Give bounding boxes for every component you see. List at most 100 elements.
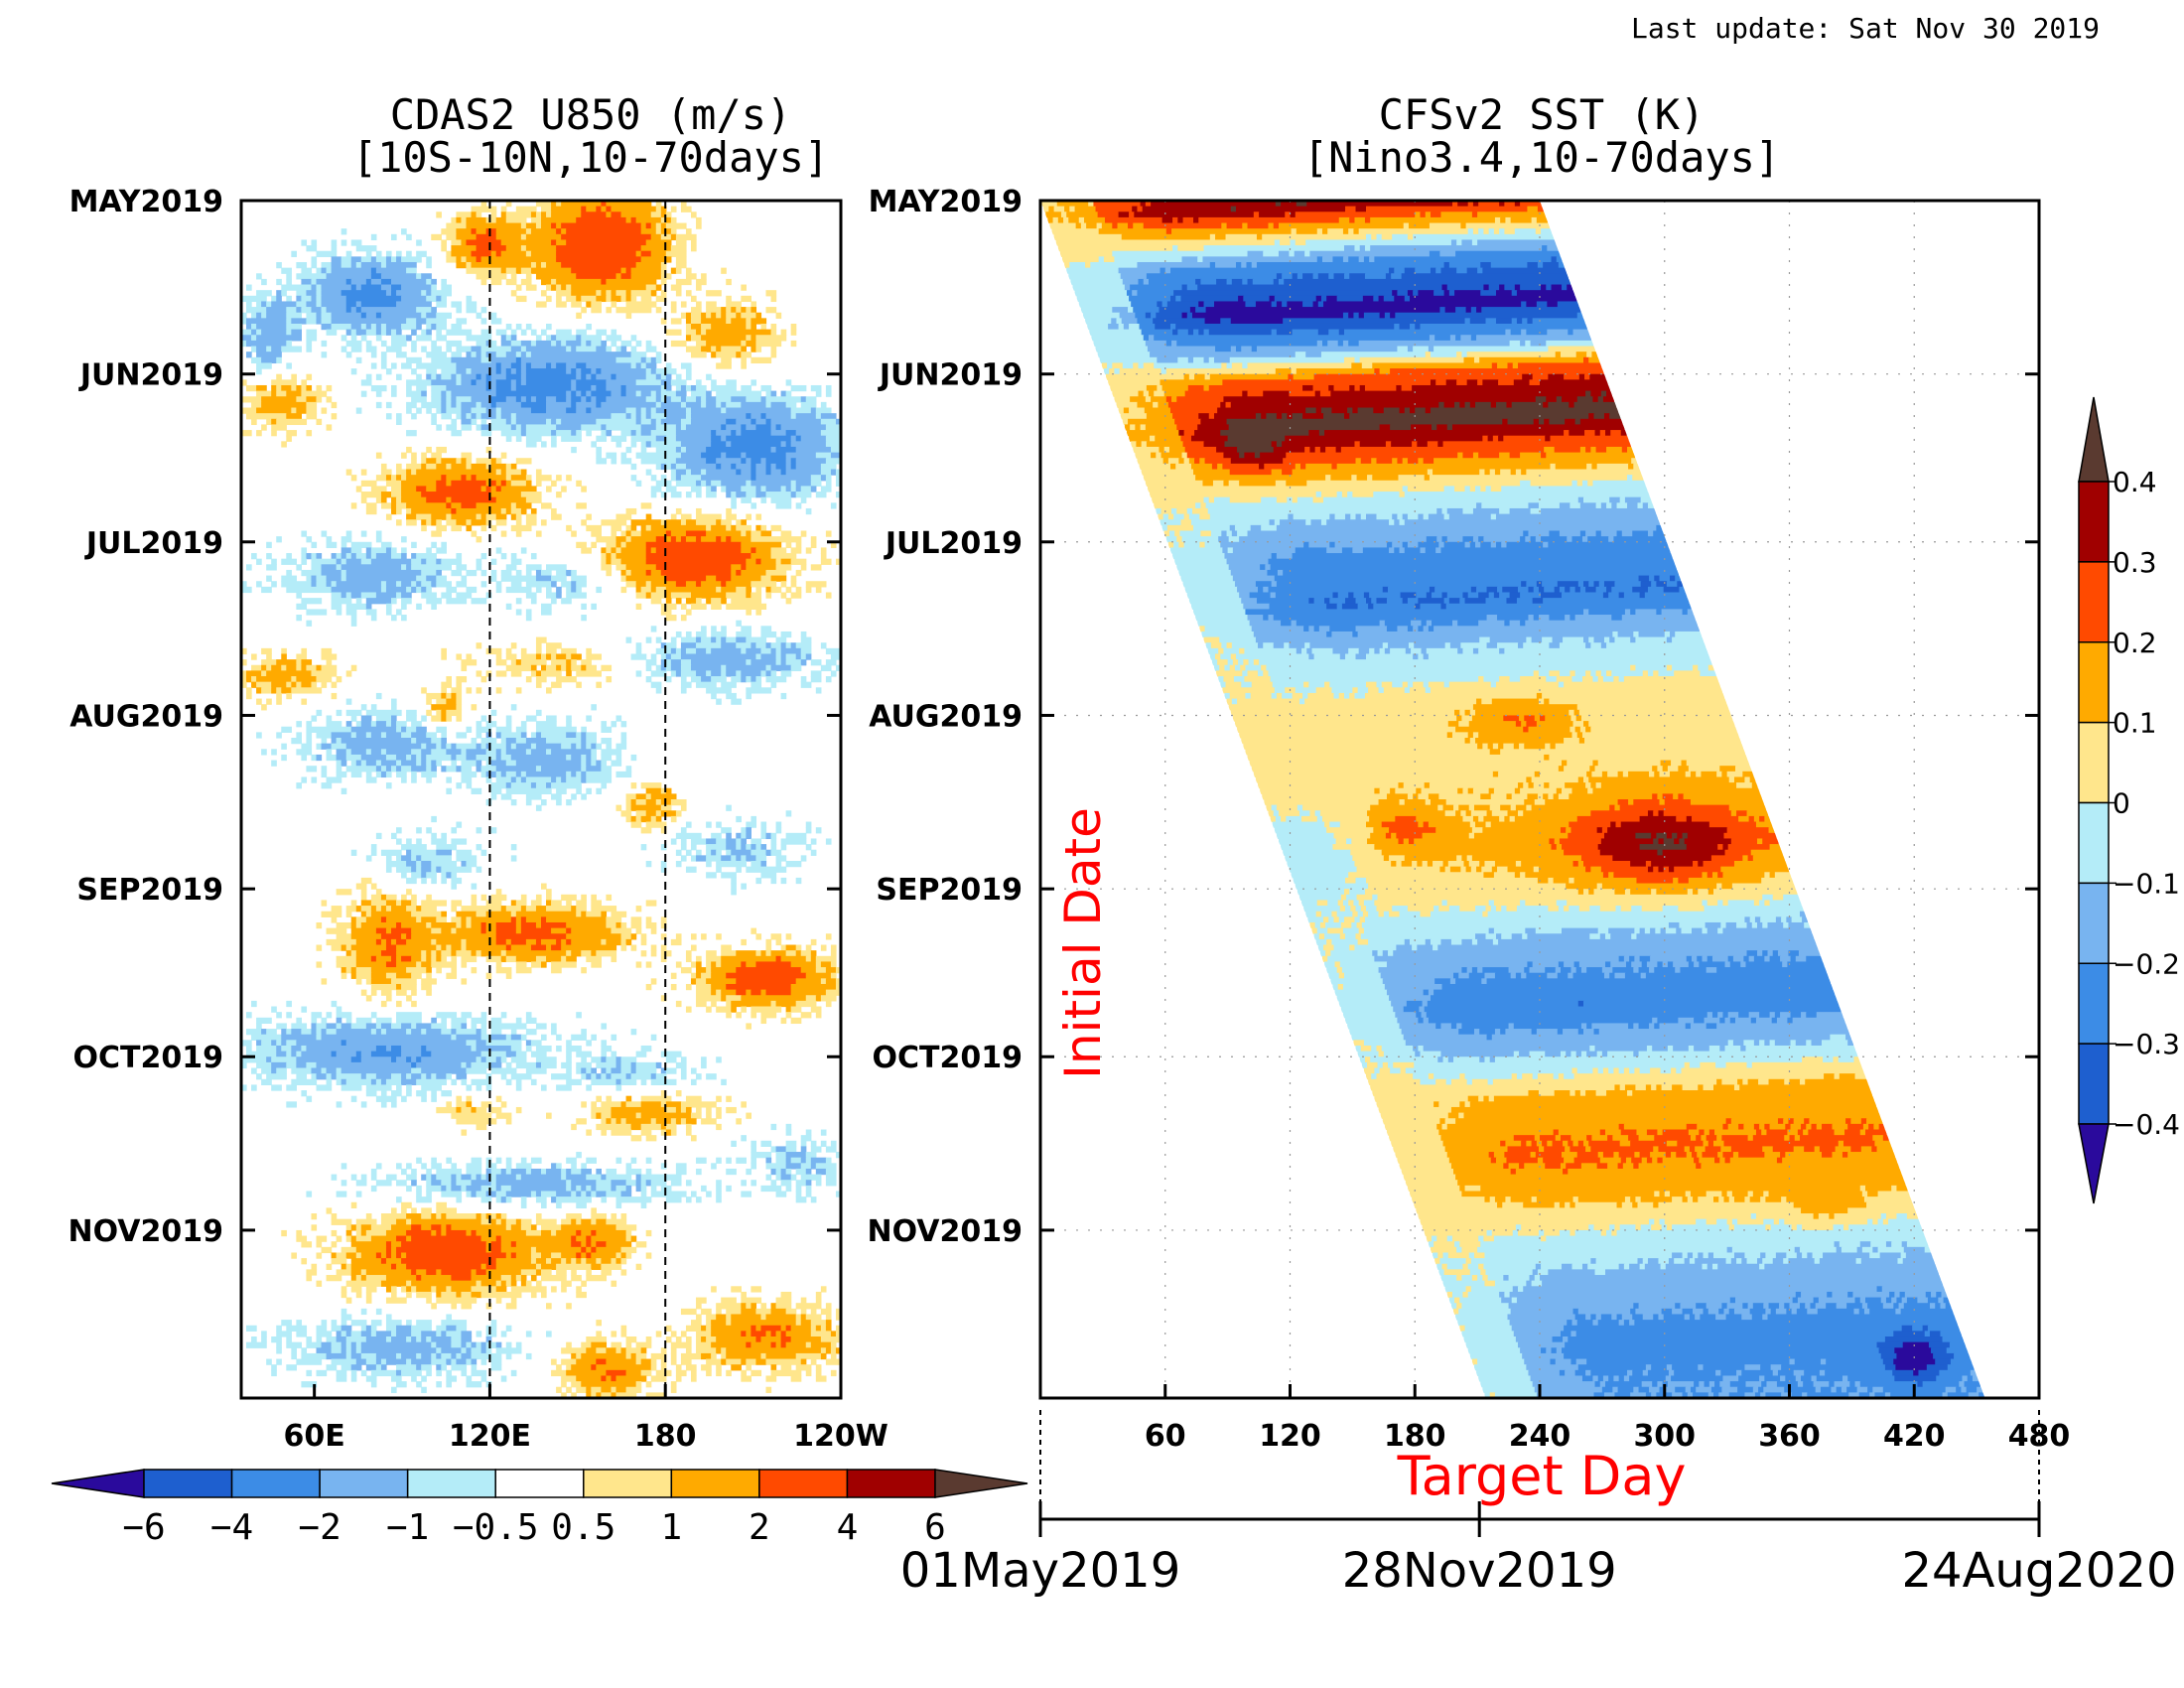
- u850-cell: [611, 329, 617, 336]
- u850-cell: [446, 390, 452, 397]
- u850-cell: [535, 766, 542, 773]
- u850-cell: [505, 743, 512, 750]
- u850-cell: [345, 670, 352, 677]
- u850-cell: [711, 1325, 751, 1332]
- u850-cell: [620, 452, 627, 459]
- u850-cell: [375, 1045, 387, 1053]
- u850-cell: [500, 955, 507, 963]
- u850-cell: [675, 1118, 682, 1125]
- u850-cell: [795, 541, 802, 549]
- u850-cell: [476, 273, 507, 280]
- u850-cell: [306, 290, 318, 297]
- u850-cell: [266, 418, 272, 426]
- u850-cell: [601, 726, 613, 733]
- u850-cell: [251, 323, 257, 331]
- u850-cell: [431, 815, 437, 823]
- u850-cell: [551, 239, 557, 246]
- u850-cell: [241, 329, 252, 336]
- u850-cell: [596, 384, 608, 392]
- u850-cell: [471, 379, 478, 386]
- u850-cell: [406, 384, 412, 392]
- u850-cell: [510, 799, 517, 806]
- u850-cell: [655, 547, 742, 554]
- u850-cell: [296, 749, 313, 756]
- u850-cell: [655, 799, 662, 806]
- u850-cell: [650, 418, 657, 426]
- u850-cell: [336, 933, 352, 940]
- u850-cell: [576, 1051, 592, 1057]
- u850-cell: [835, 558, 841, 565]
- u850-cell: [611, 290, 617, 297]
- u850-cell: [655, 636, 662, 643]
- u850-cell: [630, 362, 637, 369]
- u850-cell: [456, 1106, 463, 1114]
- u850-cell: [625, 1252, 632, 1259]
- u850-cell: [746, 530, 751, 537]
- u850-cell: [790, 558, 807, 565]
- u850-cell: [365, 1275, 387, 1282]
- u850-cell: [375, 1308, 382, 1316]
- u850-cell: [261, 396, 297, 403]
- u850-cell: [591, 1229, 597, 1237]
- u850-cell: [556, 1269, 567, 1276]
- u850-cell: [370, 1012, 377, 1019]
- u850-cell: [426, 709, 432, 717]
- u850-cell: [701, 1336, 707, 1343]
- u850-cell: [271, 418, 277, 426]
- u850-cell: [571, 1275, 582, 1282]
- u850-cell: [706, 967, 712, 974]
- u850-cell: [441, 1364, 447, 1371]
- u850-cell: [716, 346, 722, 352]
- u850-cell: [411, 1269, 417, 1276]
- u850-cell: [546, 1168, 562, 1176]
- u850-cell: [495, 771, 502, 778]
- u850-cell: [510, 916, 517, 923]
- u850-cell: [525, 749, 532, 756]
- u850-cell: [660, 844, 667, 851]
- u850-cell: [586, 955, 602, 963]
- u850-cell: [360, 1325, 367, 1332]
- u850-cell: [431, 921, 458, 929]
- u850-cell: [835, 983, 841, 991]
- u850-cell: [396, 944, 437, 951]
- u850-cell: [256, 362, 272, 369]
- u850-cell: [625, 1386, 642, 1393]
- u850-cell: [401, 598, 412, 605]
- u850-cell: [331, 312, 362, 319]
- u850-cell: [321, 782, 333, 789]
- u850-cell: [490, 1061, 502, 1069]
- u850-cell: [680, 615, 687, 622]
- u850-cell: [581, 396, 587, 403]
- u850-cell: [296, 721, 302, 728]
- u850-cell: [480, 352, 487, 358]
- u850-cell: [456, 368, 468, 375]
- u850-cell: [380, 766, 387, 773]
- u850-cell: [805, 547, 812, 554]
- u850-cell: [485, 1168, 492, 1176]
- u850-cell: [655, 222, 662, 229]
- u850-cell: [691, 972, 697, 979]
- colorbar-segment: [846, 1469, 936, 1498]
- u850-cell: [500, 530, 507, 537]
- u850-cell: [306, 609, 328, 616]
- u850-cell: [566, 592, 587, 599]
- u850-cell: [291, 738, 302, 745]
- u850-cell: [500, 754, 512, 762]
- u850-cell: [411, 558, 422, 565]
- u850-cell: [620, 1269, 627, 1276]
- u850-cell: [396, 1084, 402, 1091]
- u850-cell: [530, 507, 537, 515]
- u850-cell: [581, 967, 587, 974]
- u850-cell: [716, 1364, 722, 1371]
- sst-cell: [1345, 206, 1357, 212]
- u850-cell: [835, 1308, 841, 1316]
- u850-cell: [665, 435, 677, 442]
- y-tick-label: NOV2019: [68, 1214, 223, 1249]
- u850-cell: [711, 989, 717, 996]
- u850-cell: [345, 603, 367, 610]
- u850-cell: [615, 1084, 622, 1091]
- u850-cell: [505, 721, 512, 728]
- u850-cell: [655, 352, 662, 358]
- u850-cell: [365, 323, 372, 331]
- u850-cell: [401, 480, 437, 488]
